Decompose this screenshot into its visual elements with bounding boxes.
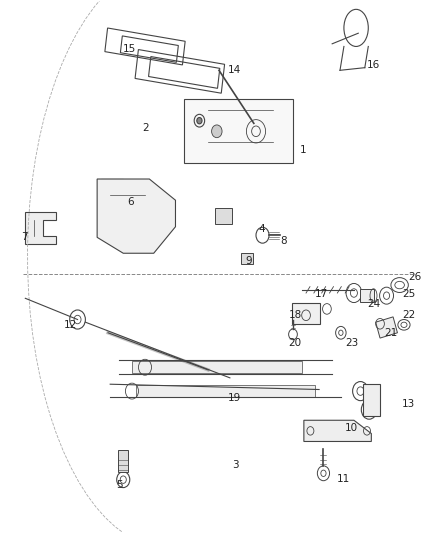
Text: 3: 3 (232, 461, 239, 470)
Bar (120, 36, 178, 62)
Text: 14: 14 (228, 66, 241, 75)
Text: 13: 13 (402, 399, 415, 409)
Polygon shape (376, 317, 397, 338)
Text: 10: 10 (345, 423, 358, 433)
Text: 6: 6 (127, 197, 134, 207)
Bar (105, 28, 185, 65)
Polygon shape (97, 179, 176, 253)
Polygon shape (25, 213, 56, 244)
Bar (135, 50, 225, 93)
Bar (360, 289, 374, 302)
Text: 8: 8 (280, 236, 286, 246)
Bar (292, 303, 320, 324)
Bar (363, 384, 380, 416)
Text: 5: 5 (117, 480, 123, 490)
Text: 21: 21 (385, 328, 398, 338)
Text: 16: 16 (367, 60, 380, 70)
Text: 4: 4 (258, 224, 265, 235)
Text: 18: 18 (289, 310, 302, 320)
Text: 11: 11 (336, 474, 350, 483)
Text: 26: 26 (408, 272, 421, 282)
Circle shape (212, 125, 222, 138)
Text: 15: 15 (123, 44, 136, 54)
Polygon shape (304, 420, 371, 441)
Circle shape (197, 117, 202, 124)
Text: 2: 2 (143, 123, 149, 133)
Bar (148, 56, 220, 88)
Text: 24: 24 (367, 298, 380, 309)
Bar (136, 385, 315, 397)
Bar (132, 361, 302, 373)
Text: 7: 7 (21, 232, 28, 243)
Bar (241, 253, 253, 264)
Text: 20: 20 (289, 338, 302, 349)
Polygon shape (215, 208, 232, 224)
Text: 1: 1 (300, 145, 306, 155)
Text: 17: 17 (315, 289, 328, 299)
Polygon shape (102, 179, 141, 221)
Text: 25: 25 (402, 289, 415, 299)
Bar (118, 450, 128, 472)
Bar (184, 100, 293, 163)
Text: 23: 23 (345, 338, 358, 349)
Text: 19: 19 (228, 393, 241, 403)
Text: 12: 12 (64, 320, 78, 330)
Text: 9: 9 (245, 256, 252, 266)
Text: 22: 22 (402, 310, 415, 320)
